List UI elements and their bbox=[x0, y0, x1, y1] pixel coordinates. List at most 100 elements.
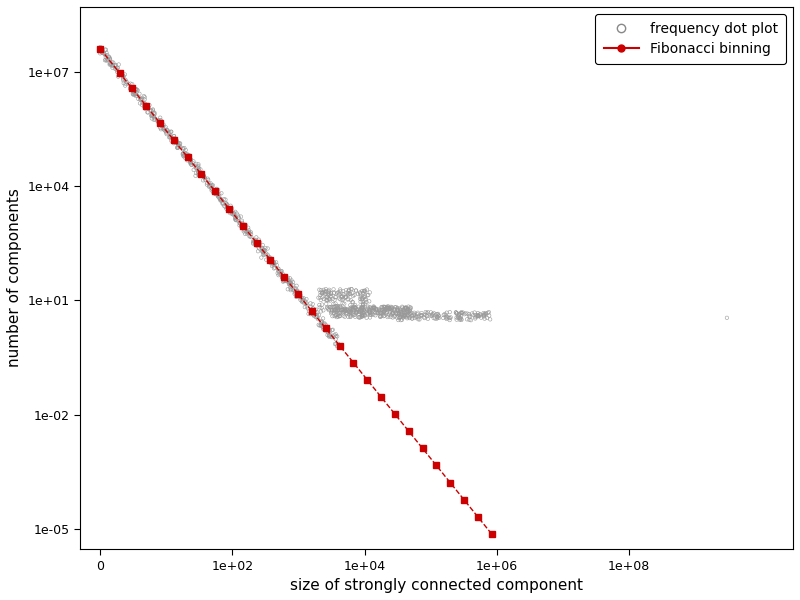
Point bbox=[334, 308, 346, 317]
Point bbox=[184, 156, 197, 166]
Point bbox=[408, 313, 421, 323]
Point bbox=[471, 311, 484, 320]
Point bbox=[336, 305, 349, 315]
Point bbox=[353, 307, 366, 317]
Point bbox=[375, 308, 388, 318]
Point bbox=[289, 283, 302, 293]
Point bbox=[133, 89, 146, 98]
Point bbox=[128, 87, 141, 97]
Point bbox=[351, 304, 364, 314]
Point bbox=[383, 304, 396, 314]
Point bbox=[149, 115, 162, 124]
Point bbox=[307, 310, 320, 320]
Point bbox=[328, 308, 341, 317]
Point bbox=[313, 300, 326, 310]
Point bbox=[426, 310, 438, 320]
Point bbox=[204, 181, 217, 191]
Point bbox=[454, 313, 467, 323]
Point bbox=[385, 310, 398, 320]
Point bbox=[392, 305, 405, 315]
Point bbox=[355, 304, 368, 313]
Point bbox=[245, 229, 258, 239]
Point bbox=[251, 237, 264, 247]
Point bbox=[165, 127, 178, 137]
Point bbox=[355, 293, 368, 303]
Point bbox=[124, 79, 137, 88]
Point bbox=[333, 311, 346, 321]
Point bbox=[354, 294, 366, 304]
Point bbox=[148, 108, 161, 118]
Point bbox=[182, 152, 194, 161]
Point bbox=[322, 328, 335, 338]
Point bbox=[99, 45, 112, 55]
Point bbox=[441, 313, 454, 322]
Point bbox=[398, 310, 411, 319]
Point bbox=[206, 184, 218, 193]
Point bbox=[302, 306, 315, 316]
Point bbox=[321, 330, 334, 340]
Point bbox=[134, 94, 147, 104]
Point bbox=[302, 304, 314, 313]
Point bbox=[234, 218, 246, 228]
Point bbox=[388, 304, 401, 314]
Point bbox=[320, 292, 333, 302]
Point bbox=[265, 258, 278, 268]
Point bbox=[141, 103, 154, 112]
Point bbox=[310, 311, 323, 320]
Point bbox=[457, 308, 470, 317]
Point bbox=[346, 304, 359, 313]
Point bbox=[130, 85, 142, 94]
Point bbox=[153, 118, 166, 127]
Point bbox=[345, 284, 358, 294]
Point bbox=[346, 309, 359, 319]
Point bbox=[140, 103, 153, 112]
Point bbox=[285, 280, 298, 289]
Point bbox=[160, 128, 173, 137]
Point bbox=[360, 297, 373, 307]
Point bbox=[270, 260, 283, 270]
Point bbox=[206, 184, 219, 194]
Point bbox=[173, 141, 186, 151]
Point bbox=[324, 329, 337, 338]
Point bbox=[380, 308, 393, 318]
Point bbox=[213, 193, 226, 203]
Point bbox=[212, 192, 225, 202]
Point bbox=[315, 317, 328, 327]
Point bbox=[253, 244, 266, 253]
Point bbox=[347, 310, 360, 320]
Point bbox=[382, 303, 394, 313]
Point bbox=[179, 150, 192, 160]
Point bbox=[117, 76, 130, 85]
Point bbox=[146, 113, 158, 123]
Point bbox=[169, 137, 182, 146]
Point bbox=[178, 148, 190, 157]
Point bbox=[418, 313, 430, 322]
Point bbox=[470, 311, 483, 321]
Point bbox=[268, 260, 281, 270]
Point bbox=[389, 302, 402, 312]
Point bbox=[172, 143, 185, 152]
Point bbox=[185, 160, 198, 169]
Point bbox=[339, 292, 352, 302]
Point bbox=[348, 290, 361, 300]
Point bbox=[181, 149, 194, 158]
Point bbox=[397, 310, 410, 320]
Point bbox=[394, 307, 407, 317]
Point bbox=[430, 314, 443, 323]
Point bbox=[345, 302, 358, 312]
Point bbox=[442, 312, 454, 322]
Point bbox=[332, 289, 345, 298]
Point bbox=[236, 219, 249, 229]
Point bbox=[217, 199, 230, 209]
Point bbox=[191, 167, 204, 176]
Point bbox=[377, 307, 390, 316]
Point bbox=[250, 235, 262, 245]
Point bbox=[315, 318, 328, 328]
Point bbox=[376, 305, 389, 315]
Point bbox=[375, 302, 388, 312]
Point bbox=[205, 180, 218, 190]
Point bbox=[400, 307, 413, 317]
Point bbox=[171, 143, 184, 152]
Point bbox=[316, 288, 329, 298]
Point bbox=[364, 305, 377, 315]
